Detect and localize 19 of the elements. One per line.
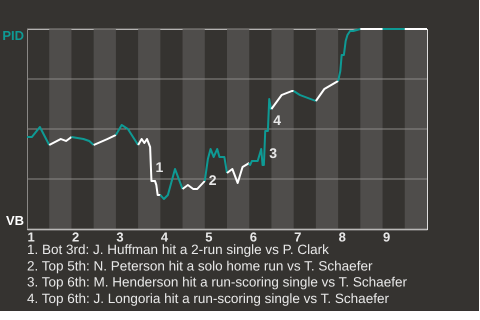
annotation: 4	[273, 112, 282, 128]
text: 4. Top 6th: J. Longoria hit a run-scoring single vs T. Schaefer	[27, 290, 390, 306]
text: 2. Top 5th: N. Peterson hit a solo home run vs T. Schaefer	[27, 258, 373, 274]
x-tick-label: 8	[338, 230, 346, 244]
x-tick-label: 1	[28, 230, 35, 244]
text: PID	[2, 28, 24, 43]
x-tick-label: 7	[294, 230, 302, 244]
x-tick-label: 5	[205, 230, 213, 244]
text: VB	[6, 213, 24, 228]
x-tick-label: 3	[116, 230, 124, 244]
annotation: 2	[208, 172, 217, 188]
x-tick-label: 4	[160, 230, 169, 244]
x-tick-label: 2	[72, 230, 80, 244]
x-tick-label: 9	[383, 230, 390, 244]
annotation: 3	[269, 145, 278, 161]
text: 1. Bot 3rd: J. Huffman hit a 2-run single vs P. Clark	[27, 242, 330, 257]
annotation: 1	[155, 159, 164, 175]
x-tick-label: 6	[250, 230, 257, 244]
text: 3. Top 6th: M. Henderson hit a run-scoring single vs T. Schaefer	[27, 274, 408, 290]
